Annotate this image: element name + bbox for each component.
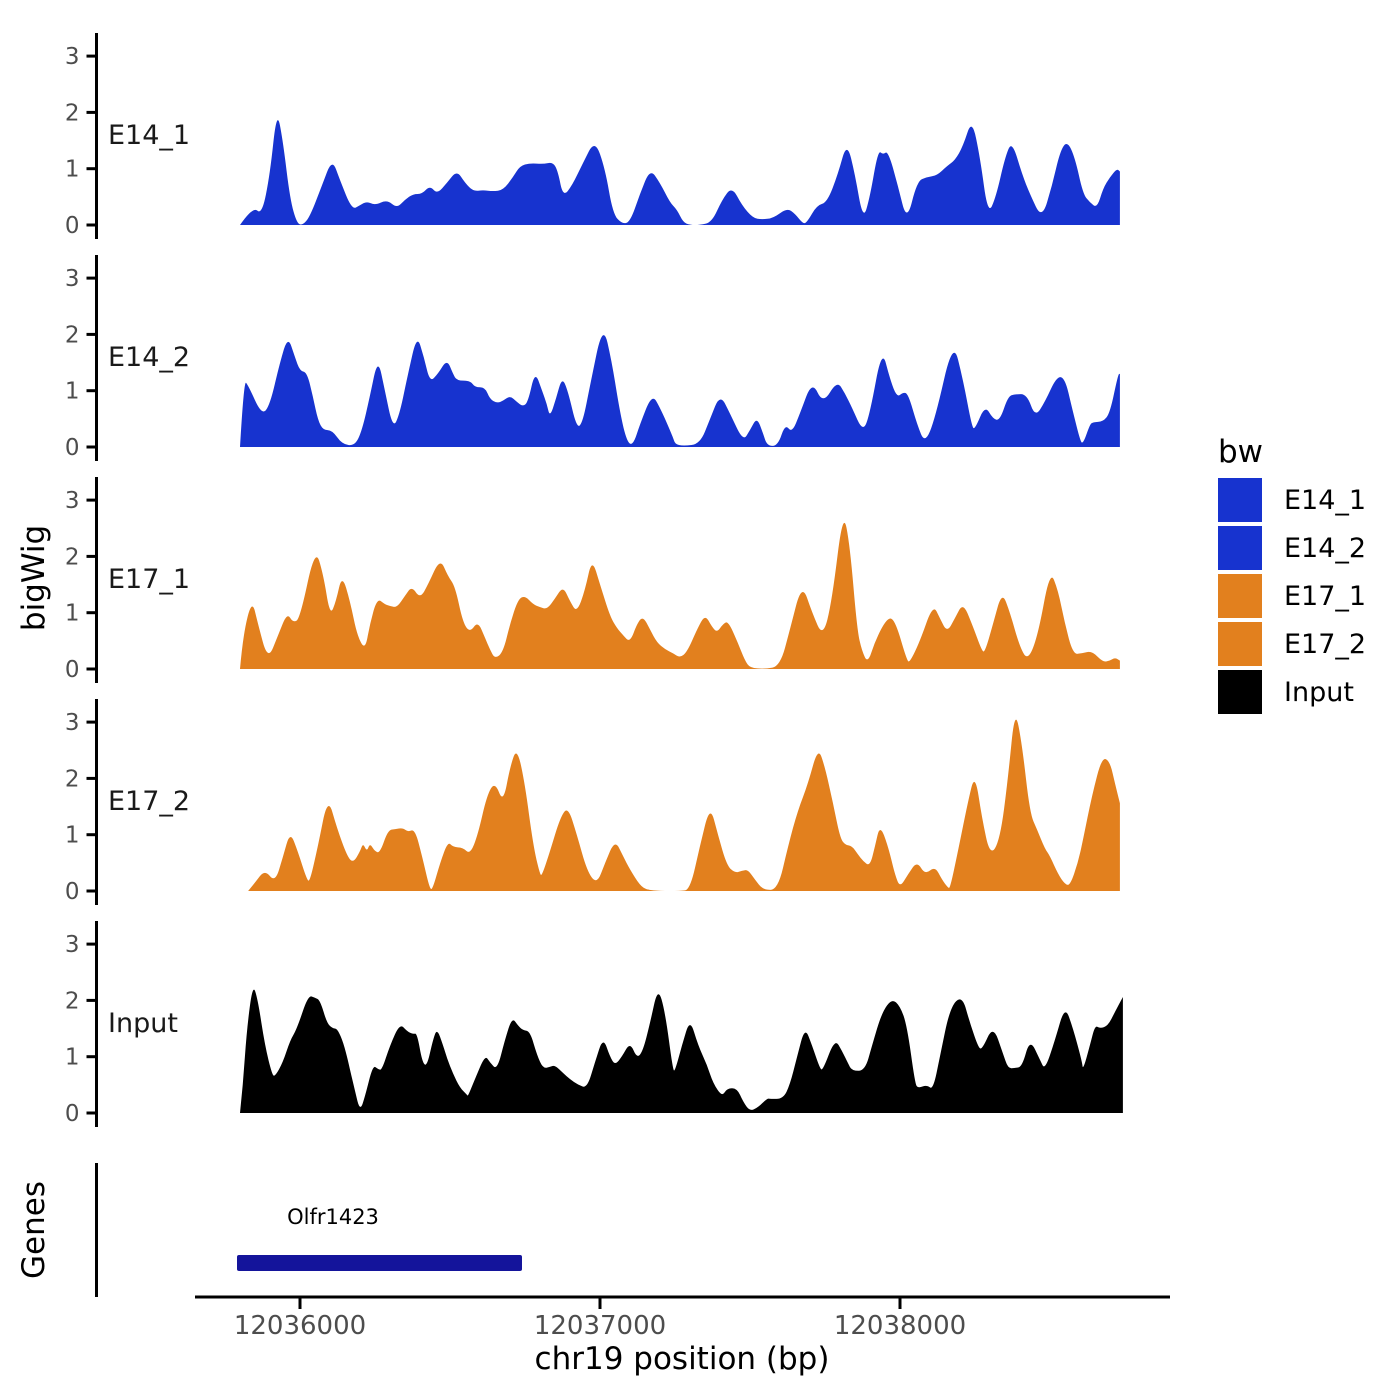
gene-name-label: Olfr1423 (287, 1205, 379, 1229)
y-tick-label-e17-1-2: 2 (65, 544, 80, 570)
track-label-input: Input (108, 1008, 178, 1039)
signal-area-e17-1 (240, 522, 1120, 669)
x-tick-label-12038000: 12038000 (834, 1311, 966, 1341)
genes-panel: Genes Olfr1423 (16, 1163, 522, 1297)
y-tick-label-e17-2-3: 3 (65, 710, 80, 736)
x-tick-label-12037000: 12037000 (534, 1311, 666, 1341)
y-tick-label-input-2: 2 (65, 988, 80, 1014)
y-tick-label-e17-1-1: 1 (65, 601, 80, 627)
y-tick-label-e17-1-0: 0 (65, 657, 80, 683)
track-label-e14-2: E14_2 (108, 342, 190, 373)
y-tick-label-e17-1-3: 3 (65, 488, 80, 514)
track-label-e14-1: E14_1 (108, 120, 190, 151)
y-tick-label-e14-1-0: 0 (65, 213, 80, 239)
track-label-e17-1: E17_1 (108, 564, 190, 595)
signal-area-e14-2 (240, 335, 1120, 447)
y-tick-label-e17-2-0: 0 (65, 879, 80, 905)
signal-tracks-layer: 0 1 2 3 E14_1 0 1 2 3 E14_2 0 1 2 3 E17_1 0 1 2 3 E17_2 0 1 2 3… (65, 33, 1123, 1127)
y-tick-label-input-1: 1 (65, 1045, 80, 1071)
track-panel-e17-2: 0 1 2 3 E17_2 (65, 699, 1120, 905)
legend-key-e17-2 (1218, 622, 1262, 666)
y-tick-label-e14-2-1: 1 (65, 379, 80, 405)
legend-label-e14-2: E14_2 (1284, 533, 1366, 564)
y-tick-label-e14-2-3: 3 (65, 266, 80, 292)
y-axis-title: bigWig (16, 525, 52, 631)
y-tick-label-e17-2-1: 1 (65, 823, 80, 849)
genes-axis-title: Genes (16, 1181, 52, 1279)
x-axis-title: chr19 position (bp) (535, 1341, 830, 1377)
signal-area-e14-1 (240, 120, 1120, 225)
legend-key-e17-1 (1218, 574, 1262, 618)
legend-label-e17-2: E17_2 (1284, 629, 1366, 660)
y-tick-label-input-0: 0 (65, 1101, 80, 1127)
track-panel-e14-2: 0 1 2 3 E14_2 (65, 255, 1120, 461)
legend-key-e14-1 (1218, 478, 1262, 522)
legend-title: bw (1218, 434, 1263, 470)
y-tick-label-input-3: 3 (65, 932, 80, 958)
legend-key-input (1218, 670, 1262, 714)
y-tick-label-e14-2-2: 2 (65, 322, 80, 348)
y-tick-label-e14-2-0: 0 (65, 435, 80, 461)
gene-body-olfr1423 (237, 1255, 522, 1271)
legend-items: E14_1 E14_2 E17_1 E17_2 Input (1218, 478, 1366, 714)
track-label-e17-2: E17_2 (108, 786, 190, 817)
signal-area-input (240, 989, 1123, 1113)
track-panel-input: 0 1 2 3 Input (65, 921, 1123, 1127)
x-tick-label-12036000: 12036000 (234, 1311, 366, 1341)
x-axis: 12036000 12037000 12038000 chr19 position … (195, 1295, 1170, 1377)
x-ticks-layer: 12036000 12037000 12038000 (234, 1297, 966, 1341)
legend-label-input: Input (1284, 677, 1354, 708)
legend-key-e14-2 (1218, 526, 1262, 570)
legend-label-e14-1: E14_1 (1284, 485, 1366, 516)
signal-area-e17-2 (248, 719, 1120, 891)
legend-label-e17-1: E17_1 (1284, 581, 1366, 612)
y-tick-label-e17-2-2: 2 (65, 766, 80, 792)
track-panel-e14-1: 0 1 2 3 E14_1 (65, 33, 1120, 239)
y-tick-label-e14-1-1: 1 (65, 157, 80, 183)
y-tick-label-e14-1-3: 3 (65, 44, 80, 70)
legend: bw E14_1 E14_2 E17_1 E17_2 Input (1218, 434, 1366, 714)
y-tick-label-e14-1-2: 2 (65, 100, 80, 126)
track-panel-e17-1: 0 1 2 3 E17_1 (65, 477, 1120, 683)
